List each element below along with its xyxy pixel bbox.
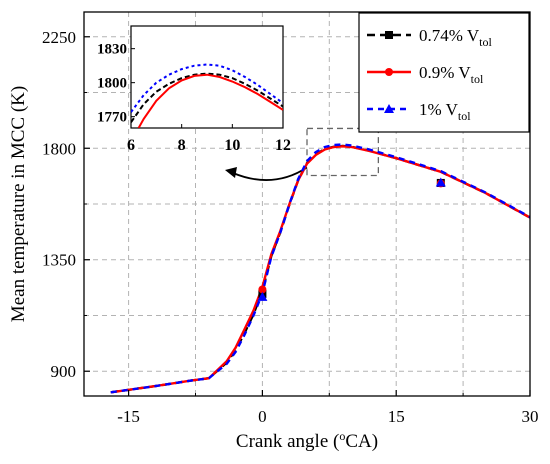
inset-series-line <box>131 63 283 113</box>
marker-circle <box>385 68 393 76</box>
x-tick-label: 0 <box>258 407 267 426</box>
marker-triangle <box>435 177 446 187</box>
legend-item: 0.74% Vtol <box>367 26 492 49</box>
marker-square <box>385 31 393 39</box>
series-line <box>110 145 530 394</box>
inset-series <box>131 63 283 128</box>
inset-plot: 6 8 10 12 1770 1800 1830 <box>97 25 291 154</box>
x-axis-label: Crank angle (oCA) <box>236 429 378 452</box>
y-ticks: 900 1350 1800 2250 <box>42 28 90 381</box>
x-tick-label: 15 <box>388 407 405 426</box>
marker-triangle <box>257 291 268 301</box>
x-ticks: -15 0 15 30 <box>117 390 539 426</box>
y-tick-label: 900 <box>51 362 77 381</box>
legend-label: 1% Vtol <box>419 100 471 123</box>
series-lines <box>110 143 530 394</box>
y-tick-label: 2250 <box>42 28 76 47</box>
legend-label: 0.9% Vtol <box>419 63 484 86</box>
y-tick-label: 1350 <box>42 251 76 270</box>
inset-series-line <box>131 72 283 123</box>
marker-circle <box>258 285 267 294</box>
x-tick-label: 30 <box>522 407 539 426</box>
legend: 0.74% Vtol 0.9% Vtol 1% Vtol <box>358 12 530 133</box>
inset-frame <box>130 25 284 129</box>
inset-x-tick-label: 8 <box>178 137 186 154</box>
legend-item: 0.9% Vtol <box>367 63 484 86</box>
arrow-head-icon <box>225 167 237 178</box>
series-line <box>110 143 530 394</box>
x-tick-label: -15 <box>117 407 140 426</box>
legend-item: 1% Vtol <box>367 100 471 123</box>
inset-series-line <box>137 73 283 128</box>
marker-triangle <box>384 104 394 113</box>
inset-x-tick-label: 6 <box>127 137 135 154</box>
series-markers <box>257 177 446 301</box>
inset-y-tick-label: 1800 <box>97 76 127 92</box>
legend-label: 0.74% Vtol <box>419 26 492 49</box>
y-axis-label: Mean temperature in MCC (K) <box>8 86 29 322</box>
zoom-arrow <box>232 166 308 181</box>
y-tick-label: 1800 <box>42 139 76 158</box>
inset-x-tick-label: 10 <box>224 137 240 154</box>
inset-x-tick-label: 12 <box>275 137 291 154</box>
inset-y-tick-label: 1770 <box>97 110 127 126</box>
inset-y-tick-label: 1830 <box>97 42 127 58</box>
